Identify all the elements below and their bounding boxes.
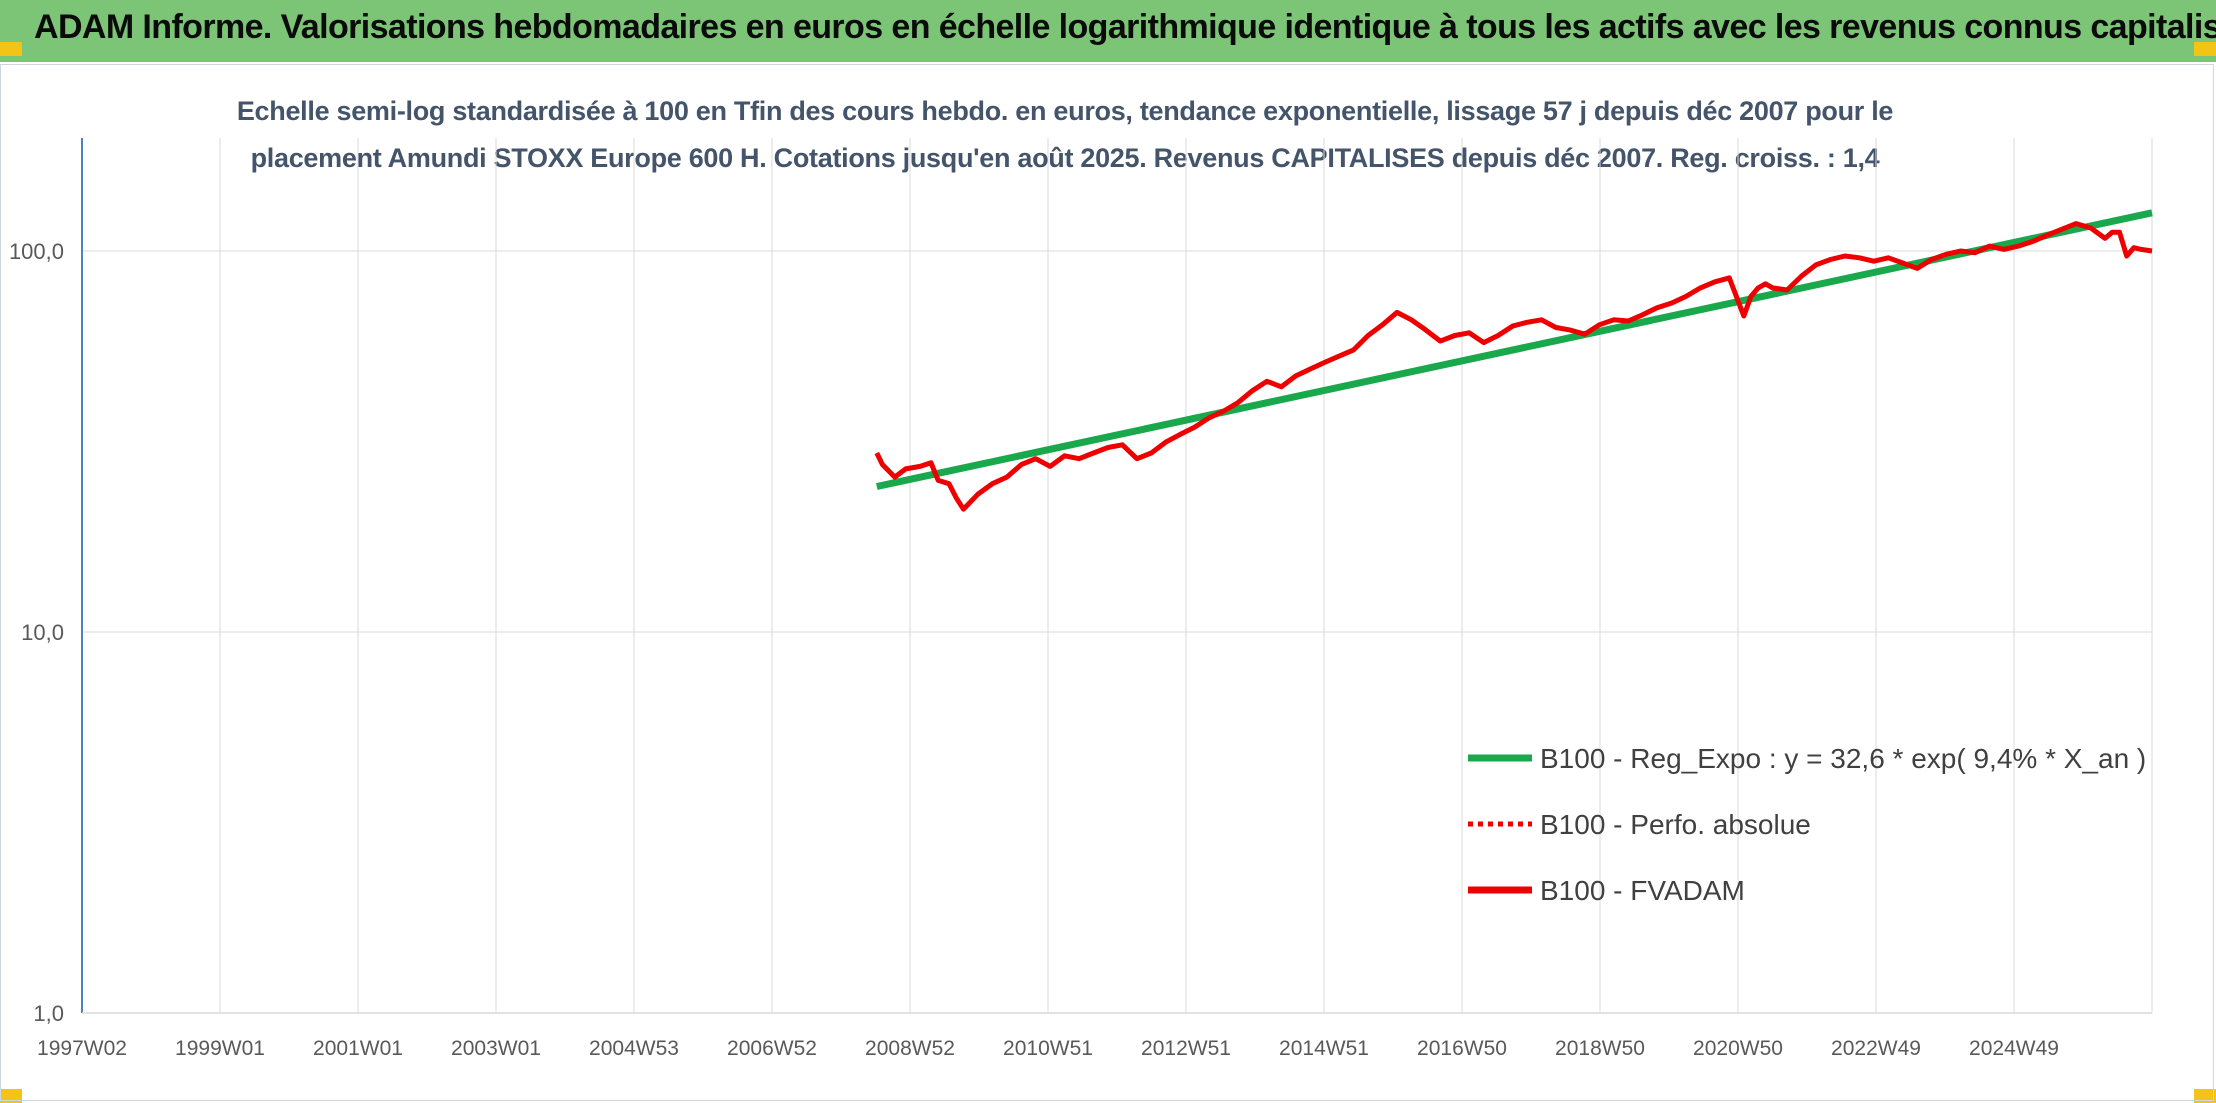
x-tick-label: 2020W50: [1693, 1037, 1783, 1060]
corner-marker-bottom-left: [0, 1089, 22, 1103]
x-tick-label: 2018W50: [1555, 1037, 1645, 1060]
trend-line: [876, 209, 2153, 490]
y-tick-label: 10,0: [21, 620, 64, 645]
x-tick-label: 2012W51: [1141, 1037, 1231, 1060]
x-tick-label: 1997W02: [37, 1037, 127, 1060]
x-tick-label: 2004W53: [589, 1037, 679, 1060]
chart-title-line-1: Echelle semi-log standardisée à 100 en T…: [236, 96, 1894, 126]
x-tick-label: 2010W51: [1003, 1037, 1093, 1060]
x-tick-label: 2003W01: [451, 1037, 541, 1060]
corner-marker-left: [0, 42, 22, 56]
y-tick-label: 100,0: [9, 239, 64, 264]
corner-marker-bottom-right: [2194, 1089, 2216, 1103]
x-tick-label: 2014W51: [1279, 1037, 1369, 1060]
legend-label: B100 - Perfo. absolue: [1540, 809, 1811, 840]
x-tick-label: 2006W52: [727, 1037, 817, 1060]
x-tick-label: 1999W01: [175, 1037, 265, 1060]
y-tick-label: 1,0: [33, 1001, 64, 1026]
price-line: [874, 221, 2153, 512]
x-tick-label: 2008W52: [865, 1037, 955, 1060]
x-tick-label: 2024W49: [1969, 1037, 2059, 1060]
x-tick-label: 2016W50: [1417, 1037, 1507, 1060]
legend-label: B100 - FVADAM: [1540, 875, 1745, 906]
banner-title: ADAM Informe. Valorisations hebdomadaire…: [34, 8, 2216, 46]
legend-label: B100 - Reg_Expo : y = 32,6 * exp( 9,4% *…: [1540, 743, 2146, 774]
x-tick-label: 2001W01: [313, 1037, 403, 1060]
banner: ADAM Informe. Valorisations hebdomadaire…: [0, 0, 2216, 62]
x-tick-label: 2022W49: [1831, 1037, 1921, 1060]
chart-area: [0, 64, 2214, 1101]
chart-title-line-2: placement Amundi STOXX Europe 600 H. Cot…: [250, 143, 1880, 173]
corner-marker-right: [2194, 42, 2216, 56]
